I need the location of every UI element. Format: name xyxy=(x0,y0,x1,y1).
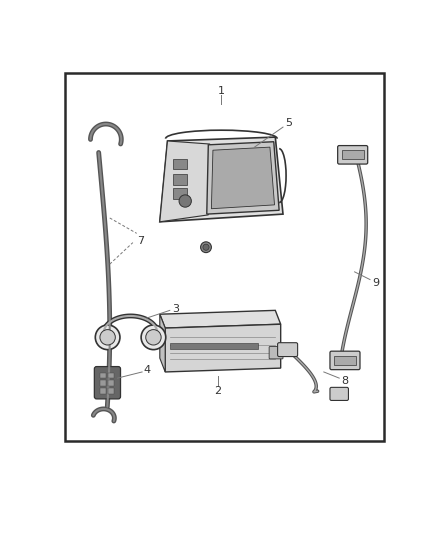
Circle shape xyxy=(95,325,120,350)
Polygon shape xyxy=(212,147,275,209)
FancyBboxPatch shape xyxy=(330,351,360,370)
Bar xyxy=(108,373,114,378)
Bar xyxy=(173,159,187,169)
Polygon shape xyxy=(165,143,278,215)
Text: 8: 8 xyxy=(341,376,348,386)
Circle shape xyxy=(179,195,191,207)
Bar xyxy=(100,388,106,393)
Polygon shape xyxy=(160,141,210,222)
Polygon shape xyxy=(165,324,281,372)
Bar xyxy=(100,381,106,386)
Polygon shape xyxy=(160,310,281,328)
Polygon shape xyxy=(207,142,279,214)
Circle shape xyxy=(203,244,209,251)
Bar xyxy=(108,388,114,393)
Text: 3: 3 xyxy=(172,304,179,314)
Text: 7: 7 xyxy=(137,236,144,246)
Text: 1: 1 xyxy=(218,86,225,96)
Bar xyxy=(65,73,384,441)
FancyBboxPatch shape xyxy=(338,146,367,164)
Bar xyxy=(108,381,114,386)
Text: 4: 4 xyxy=(143,365,150,375)
FancyBboxPatch shape xyxy=(278,343,298,357)
Bar xyxy=(170,343,258,349)
Circle shape xyxy=(141,325,166,350)
Text: 9: 9 xyxy=(373,278,380,288)
FancyBboxPatch shape xyxy=(330,387,349,400)
Bar xyxy=(334,356,356,365)
Bar xyxy=(173,174,187,185)
Text: 2: 2 xyxy=(214,386,221,396)
FancyBboxPatch shape xyxy=(94,367,120,399)
Circle shape xyxy=(100,329,115,345)
Polygon shape xyxy=(160,137,283,222)
Bar xyxy=(342,150,364,159)
Bar xyxy=(100,373,106,378)
Circle shape xyxy=(146,329,161,345)
Circle shape xyxy=(201,242,212,253)
Bar xyxy=(173,188,187,199)
Polygon shape xyxy=(160,314,165,372)
Text: 5: 5 xyxy=(285,118,292,128)
FancyBboxPatch shape xyxy=(269,346,283,359)
